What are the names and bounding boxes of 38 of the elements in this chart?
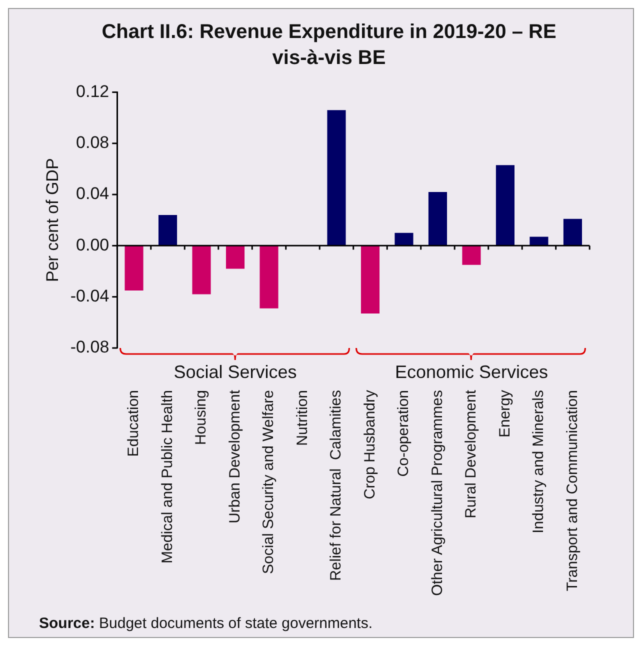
y-tick-label: 0.12 [76,82,110,101]
bar [327,110,346,246]
x-tick-label: Nutrition [294,390,311,446]
bar [563,218,582,246]
x-tick-label: Relief for Natural Calamities [328,390,345,581]
text: Social Services [172,362,298,383]
bar [260,246,278,308]
bar [394,232,414,246]
bar [158,214,178,246]
x-tick-label: Rural Development [462,389,480,518]
x-tick-label: Other Agricultural Programmes [428,390,446,596]
x-tick-label: Energy [496,390,514,438]
y-tick-label: 0.04 [76,184,110,204]
bar [124,246,144,290]
x-tick-label: Transport and Communication [564,390,581,592]
source-note: Source: Budget documents of state governments. [39,615,373,632]
x-tick-label: Co-operation [395,390,412,477]
x-tick-label: Crop Husbandry [361,390,378,500]
bar [192,246,211,294]
y-tick-label: -0.04 [70,286,110,306]
text: Economic Services [394,362,549,383]
y-axis-title: Per cent of GDP [42,158,62,282]
bar [530,236,548,246]
x-tick-label: Medical and Public Health [158,390,176,564]
bar [496,165,515,246]
bar [226,246,245,269]
x-tick-label: Housing [192,390,210,446]
bar [428,192,448,246]
bar [462,246,481,265]
x-tick-label: Social Security and Welfare [260,390,278,574]
y-tick-label: 0.00 [76,235,110,254]
x-tick-label: Urban Development [226,389,244,524]
chart-title: Chart II.6: Revenue Expenditure in 2019-20 – RE vis-à-vis BE [100,20,558,71]
y-tick-label: -0.08 [70,338,110,357]
x-tick-label: Industry and Minerals [530,390,548,534]
y-tick-label: 0.08 [76,133,110,152]
bar [360,246,380,314]
x-tick-label: Education [125,390,142,457]
